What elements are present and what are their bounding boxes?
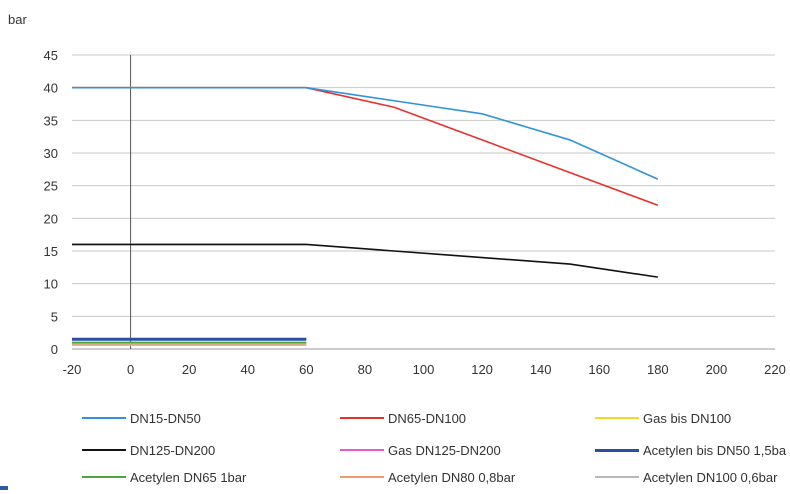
x-tick-label: 160 [588,362,610,377]
x-tick-label: 0 [127,362,134,377]
y-tick-label: 30 [44,146,58,161]
x-tick-label: 220 [764,362,786,377]
x-tick-label: 140 [530,362,552,377]
y-tick-label: 35 [44,113,58,128]
y-tick-label: 5 [51,309,58,324]
x-tick-label: 20 [182,362,196,377]
x-tick-label: 80 [358,362,372,377]
x-tick-label: 40 [241,362,255,377]
y-tick-label: 20 [44,211,58,226]
x-tick-label: 200 [706,362,728,377]
x-tick-label: 120 [471,362,493,377]
x-tick-label: 100 [413,362,435,377]
y-tick-label: 15 [44,244,58,259]
series-line-dn125-dn200 [72,243,658,278]
series-line-dn65-dn100 [72,86,659,207]
y-tick-label: 0 [51,342,58,357]
x-tick-label: 60 [299,362,313,377]
y-tick-label: 10 [44,277,58,292]
y-axis-label: bar [8,12,27,27]
y-tick-label: 40 [44,81,58,96]
y-tick-label: 25 [44,179,58,194]
corner-mark [0,486,8,490]
x-tick-label: 180 [647,362,669,377]
y-tick-label: 45 [44,48,58,63]
series-line-dn15-dn50 [72,86,659,180]
x-tick-label: -20 [63,362,82,377]
